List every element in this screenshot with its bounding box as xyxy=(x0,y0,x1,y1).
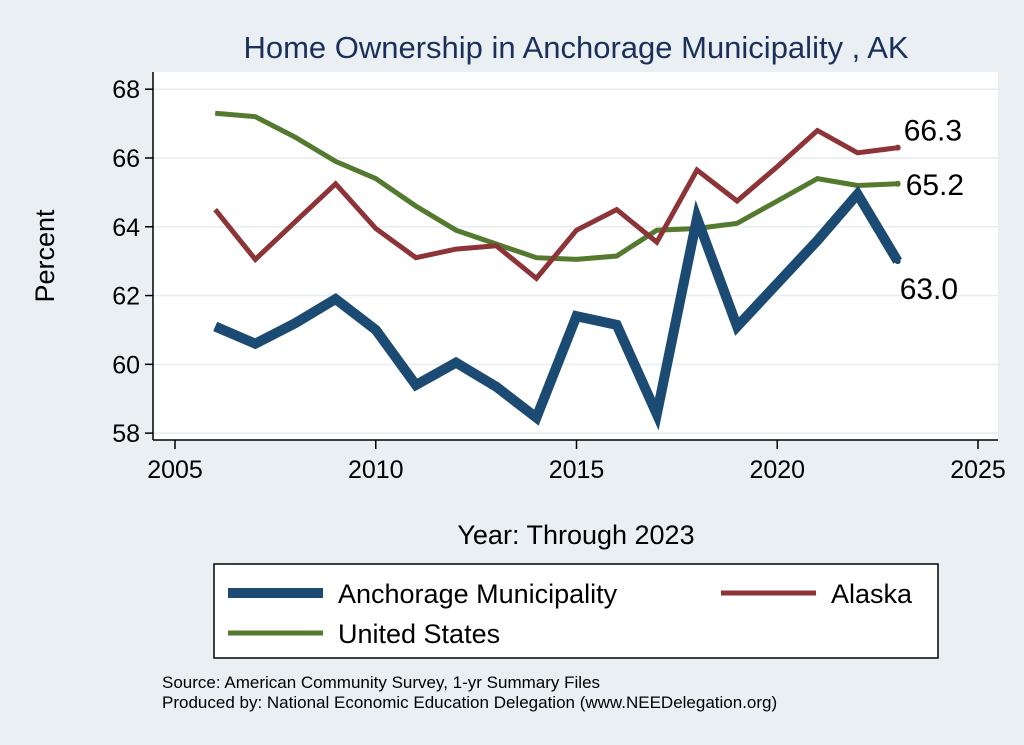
end-label-united-states: 65.2 xyxy=(906,169,964,202)
series-end-point-united-states xyxy=(894,180,901,187)
y-axis-title: Percent xyxy=(30,209,60,303)
y-tick-label: 66 xyxy=(112,145,140,173)
x-tick-label: 2005 xyxy=(147,456,203,484)
y-tick-label: 62 xyxy=(112,283,140,311)
end-labels: 63.0 66.3 65.2 xyxy=(900,115,964,306)
series-line-alaska xyxy=(213,127,899,282)
legend-label-alaska: Alaska xyxy=(831,579,913,609)
plot-area xyxy=(153,72,998,440)
axes: 58 60 62 64 66 68 2005 2010 2015 2020 2025 xyxy=(112,72,1006,484)
x-tick-label: 2015 xyxy=(549,456,605,484)
y-tick-label: 68 xyxy=(112,76,140,104)
series-lines xyxy=(213,110,902,431)
produced-by-note: Produced by: National Economic Education… xyxy=(162,693,777,712)
series-line-anchorage xyxy=(213,185,902,431)
source-note: Source: American Community Survey, 1-yr … xyxy=(162,673,600,692)
x-axis-title: Year: Through 2023 xyxy=(457,520,694,550)
legend-label-anchorage: Anchorage Municipality xyxy=(338,579,618,609)
y-tick-label: 60 xyxy=(112,351,140,379)
x-tick-label: 2020 xyxy=(749,456,805,484)
end-label-alaska: 66.3 xyxy=(904,115,962,148)
y-tick-label: 58 xyxy=(112,420,140,448)
grid xyxy=(153,88,998,434)
legend-label-united-states: United States xyxy=(338,619,500,649)
series-end-point-alaska xyxy=(894,144,901,151)
legend-box xyxy=(213,563,939,659)
x-tick-label: 2010 xyxy=(348,456,404,484)
series-line-united-states xyxy=(214,110,898,262)
y-tick-label: 64 xyxy=(112,214,140,242)
legend: Anchorage Municipality Alaska United Sta… xyxy=(213,563,939,659)
chart-title: Home Ownership in Anchorage Municipality… xyxy=(243,30,908,65)
series-end-point-anchorage xyxy=(894,258,901,265)
x-tick-label: 2025 xyxy=(950,456,1006,484)
end-label-anchorage: 63.0 xyxy=(900,273,958,306)
